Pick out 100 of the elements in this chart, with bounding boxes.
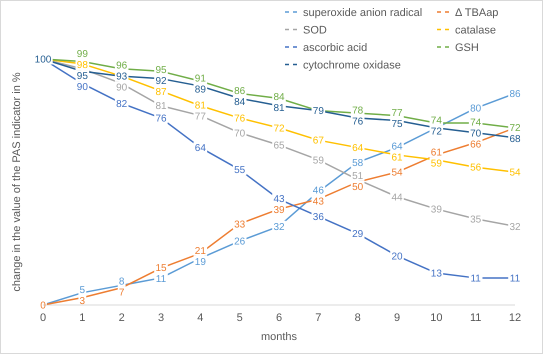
x-tick-label: 1: [79, 312, 86, 324]
data-label: 19: [194, 256, 206, 268]
data-label: 3: [80, 296, 86, 308]
data-label: 72: [273, 123, 285, 134]
data-label: 86: [509, 88, 521, 100]
data-label: 20: [391, 251, 403, 262]
x-tick-label: 2: [118, 312, 125, 324]
data-label: 70: [470, 128, 482, 140]
data-label: 29: [352, 229, 364, 240]
data-label: 66: [470, 139, 482, 150]
data-label: 39: [430, 204, 442, 216]
data-label: 54: [509, 168, 521, 179]
data-label: 76: [234, 114, 246, 125]
data-label: 64: [391, 141, 403, 152]
data-label: 81: [194, 100, 206, 112]
data-label: 89: [194, 84, 206, 96]
data-label: 15: [155, 263, 167, 274]
x-tick-label: 0: [40, 312, 46, 324]
data-label: 75: [391, 119, 403, 130]
x-axis-title: months: [260, 331, 298, 343]
data-label: 33: [234, 219, 246, 230]
data-label: 84: [234, 96, 246, 108]
data-label: 43: [273, 194, 285, 206]
data-label: 80: [470, 104, 482, 115]
data-label: 61: [430, 147, 442, 158]
x-tick-label: 11: [470, 312, 482, 324]
data-label: 59: [312, 155, 324, 166]
data-label: 72: [430, 126, 442, 138]
data-label: 96: [116, 60, 128, 72]
data-label: 91: [194, 74, 206, 85]
data-label: 55: [234, 165, 246, 176]
data-label: 26: [234, 236, 246, 248]
x-tick-label: 6: [276, 312, 282, 324]
data-label: 11: [156, 274, 167, 286]
data-label: 79: [312, 106, 324, 118]
data-label: 44: [391, 192, 403, 204]
data-label: 32: [273, 222, 285, 233]
data-label: 74: [430, 115, 442, 126]
data-label: 36: [312, 212, 324, 223]
legend-label: SOD: [303, 24, 327, 36]
x-tick-label: 12: [508, 312, 522, 324]
x-tick-label: 3: [158, 312, 164, 324]
data-label: 99: [76, 49, 88, 60]
x-tick-label: 8: [354, 312, 361, 324]
data-label: 77: [194, 112, 206, 123]
legend-label: catalase: [455, 24, 496, 36]
legend-label: Δ TBAap: [455, 6, 498, 19]
data-label: 8: [118, 276, 125, 288]
data-label: 76: [352, 116, 364, 128]
data-label: 51: [352, 170, 364, 182]
data-label: 98: [76, 60, 88, 72]
data-label: 21: [194, 246, 206, 257]
data-label: 78: [352, 106, 364, 117]
y-axis-title: change in the value of the PAS indicator in %: [11, 72, 23, 292]
legend-label: ascorbic acid: [303, 42, 368, 54]
data-label: 81: [273, 103, 285, 114]
data-label: 68: [509, 134, 521, 145]
data-label: 90: [116, 82, 128, 94]
data-label: 67: [312, 136, 324, 147]
data-label: 61: [391, 152, 403, 164]
data-label: 72: [509, 122, 521, 134]
x-tick-label: 10: [430, 312, 442, 324]
data-label: 86: [234, 86, 246, 97]
data-label: 50: [352, 182, 364, 193]
data-label: 11: [470, 273, 482, 284]
data-label: 95: [155, 64, 167, 76]
x-tick-label: 4: [197, 312, 204, 324]
data-label: 92: [155, 76, 167, 87]
data-label: 35: [470, 214, 482, 226]
data-label: 81: [155, 101, 167, 112]
legend-label: cytochrome oxidase: [303, 59, 401, 72]
data-label: 43: [312, 196, 324, 208]
data-label: 90: [76, 82, 88, 94]
x-tick-label: 9: [394, 312, 400, 324]
data-label: 32: [509, 222, 521, 233]
data-label: 0: [40, 300, 46, 312]
data-label: 65: [273, 140, 285, 152]
data-label: 58: [352, 158, 364, 169]
data-label: 39: [273, 205, 285, 216]
data-label: 59: [430, 158, 442, 170]
data-label: 13: [430, 268, 442, 280]
data-label: 77: [391, 108, 403, 120]
data-label: 95: [76, 71, 88, 82]
data-label: 7: [118, 288, 125, 299]
x-tick-label: 7: [315, 312, 322, 324]
data-label: 76: [155, 114, 167, 125]
legend-label: superoxide anion radical: [303, 6, 422, 19]
data-label: 82: [116, 98, 128, 110]
data-label: 64: [352, 143, 364, 154]
data-label: 70: [234, 128, 246, 140]
data-label: 46: [312, 186, 324, 197]
data-label: 74: [470, 117, 482, 128]
data-label: 5: [80, 285, 86, 296]
data-label: 84: [273, 92, 285, 104]
x-tick-label: 5: [236, 312, 243, 324]
data-label: 100: [34, 54, 52, 66]
data-label: 54: [391, 168, 403, 179]
data-label: 56: [470, 162, 482, 174]
data-label: 11: [510, 273, 521, 284]
data-label: 93: [116, 72, 128, 83]
